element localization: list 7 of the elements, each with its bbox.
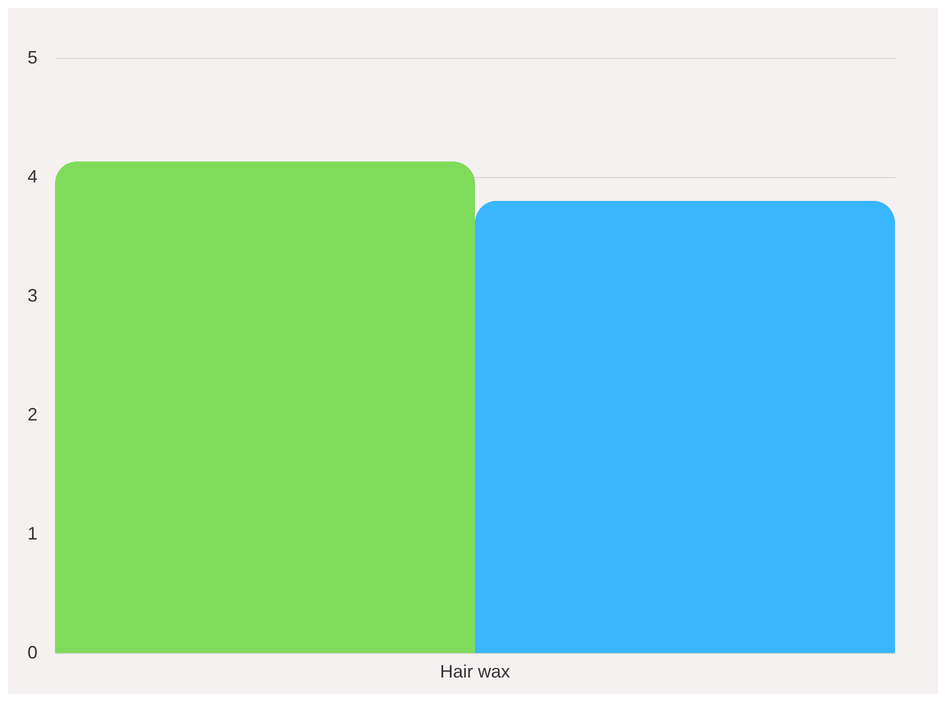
y-tick-label: 4	[27, 166, 38, 186]
y-tick-label: 5	[27, 48, 38, 68]
y-tick-label: 3	[27, 286, 38, 306]
y-tick-label: 1	[27, 524, 38, 544]
x-tick-label: Hair wax	[440, 662, 510, 682]
y-tick-label: 0	[27, 642, 38, 662]
y-tick-label: 2	[27, 404, 38, 424]
